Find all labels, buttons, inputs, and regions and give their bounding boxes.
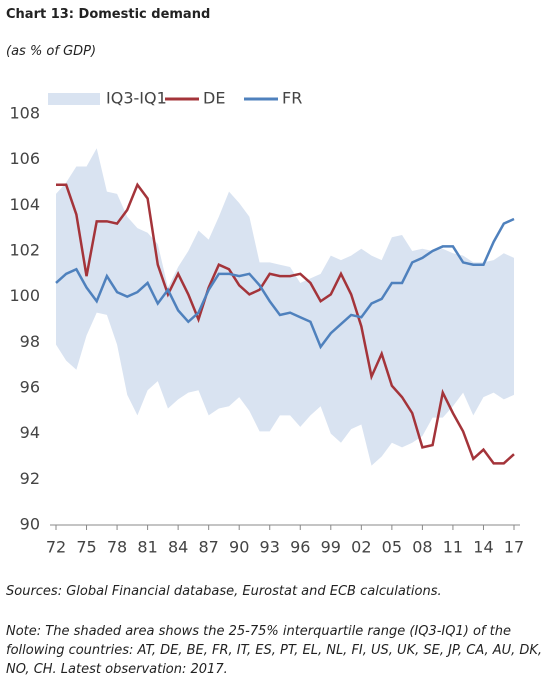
x-tick-label: 99 xyxy=(321,538,341,557)
x-tick-label: 75 xyxy=(76,538,96,557)
x-tick-label: 78 xyxy=(107,538,127,557)
y-tick-label: 108 xyxy=(9,104,40,123)
source: Sources: Global Financial database, Euro… xyxy=(6,584,442,599)
x-tick-label: 93 xyxy=(260,538,280,557)
x-tick-label: 87 xyxy=(198,538,218,557)
x-tick-label: 05 xyxy=(382,538,402,557)
chart-title: Chart 13: Domestic demand xyxy=(6,7,211,22)
chart: 90 92 94 96 98 100 102 104 106 108 72 75 78 81 84 87 90 9… xyxy=(9,89,524,557)
line xyxy=(56,182,515,465)
x-tick-label: 72 xyxy=(46,538,66,557)
y-tick-label: 104 xyxy=(9,195,40,214)
x-tick-label: 81 xyxy=(137,538,157,557)
y-tick-label: 96 xyxy=(20,378,40,397)
x-tick-label: 96 xyxy=(290,538,310,557)
y-tick-label: 98 xyxy=(20,332,40,351)
legend-label: FR xyxy=(282,89,302,108)
x-tick-label: 84 xyxy=(168,538,188,557)
y-tick-label: 92 xyxy=(20,469,40,488)
x-tick-label: 90 xyxy=(229,538,249,557)
legend-label: IQ3-IQ1 xyxy=(106,89,167,108)
x-tick-label: 14 xyxy=(473,538,493,557)
y-tick-label: 94 xyxy=(20,423,40,442)
legend-swatch xyxy=(48,93,100,105)
x-tick-label: 11 xyxy=(443,538,463,557)
legend-label: DE xyxy=(203,89,225,108)
line xyxy=(55,217,515,350)
y-tick-label: 106 xyxy=(9,149,40,168)
y-tick-label: 90 xyxy=(20,515,40,534)
x-tick-label: 08 xyxy=(412,538,432,557)
x-tick-label: 17 xyxy=(504,538,524,557)
note: Note: The shaded area shows the 25-75% i… xyxy=(6,624,543,677)
chart-subtitle: (as % of GDP) xyxy=(6,44,97,59)
y-tick-label: 102 xyxy=(9,241,40,260)
x-tick-label: 02 xyxy=(351,538,371,557)
y-tick-label: 100 xyxy=(9,286,40,305)
band xyxy=(56,148,514,466)
